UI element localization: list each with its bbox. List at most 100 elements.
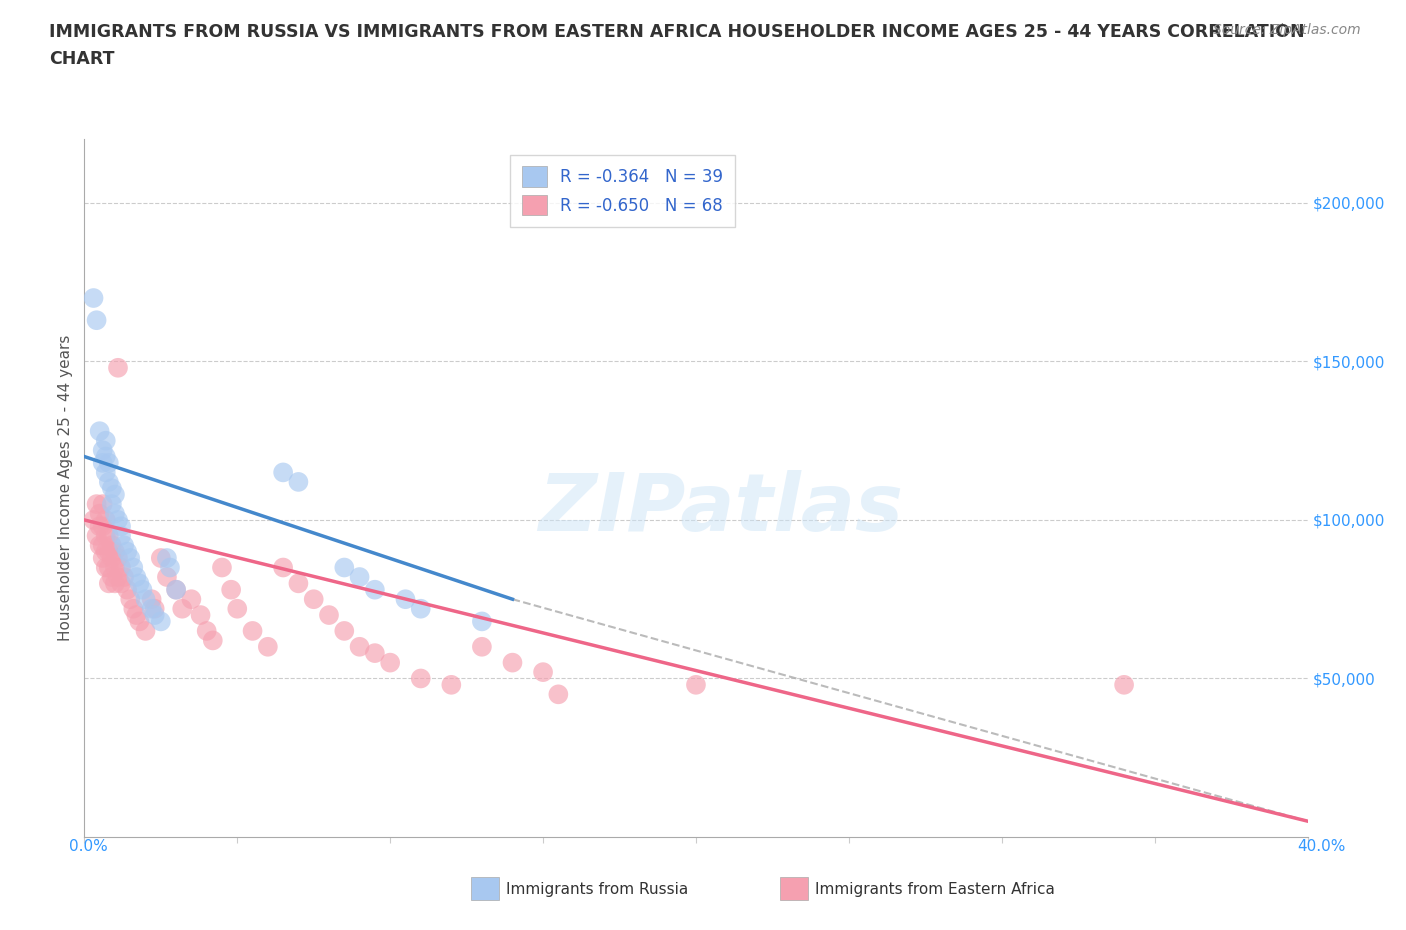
Point xyxy=(91,538,114,552)
Point xyxy=(91,551,114,565)
Text: 0.0%: 0.0% xyxy=(69,839,108,854)
Point xyxy=(122,602,145,617)
Point xyxy=(94,449,117,464)
Point xyxy=(86,528,108,543)
Point xyxy=(271,465,294,480)
Point xyxy=(104,576,127,591)
Point xyxy=(120,551,142,565)
Point xyxy=(107,512,129,527)
Point xyxy=(502,655,524,670)
Point xyxy=(128,614,150,629)
Point xyxy=(409,671,432,686)
Point xyxy=(141,602,163,617)
Point xyxy=(101,481,124,496)
Point xyxy=(287,474,309,489)
Point xyxy=(380,655,402,670)
Point xyxy=(104,544,127,559)
Point xyxy=(83,290,105,305)
Point xyxy=(394,591,416,606)
Point xyxy=(97,560,120,575)
Point xyxy=(302,591,325,606)
Point xyxy=(190,607,212,622)
Point xyxy=(89,538,111,552)
Point xyxy=(104,506,127,521)
Point xyxy=(440,677,463,692)
Point xyxy=(149,551,172,565)
Point xyxy=(135,623,157,638)
Point xyxy=(89,424,111,439)
Point xyxy=(107,360,129,375)
Point xyxy=(94,560,117,575)
Point xyxy=(94,512,117,527)
Point xyxy=(271,560,294,575)
Point xyxy=(159,560,181,575)
Point xyxy=(89,519,111,534)
Point xyxy=(287,576,309,591)
Point xyxy=(101,551,124,565)
Point xyxy=(195,623,218,638)
Point xyxy=(349,569,371,584)
Point xyxy=(91,497,114,512)
Point xyxy=(89,506,111,521)
Point xyxy=(101,569,124,584)
Point xyxy=(219,582,242,597)
Text: Source: ZipAtlas.com: Source: ZipAtlas.com xyxy=(1213,23,1361,37)
Point xyxy=(364,582,387,597)
Point xyxy=(107,569,129,584)
Point xyxy=(149,614,172,629)
Point xyxy=(94,544,117,559)
Point xyxy=(409,602,432,617)
Point xyxy=(110,528,132,543)
Text: Immigrants from Eastern Africa: Immigrants from Eastern Africa xyxy=(815,882,1056,897)
Point xyxy=(125,607,148,622)
Point xyxy=(141,591,163,606)
Point xyxy=(91,443,114,458)
Point xyxy=(257,639,280,654)
Point xyxy=(1114,677,1136,692)
Point xyxy=(242,623,264,638)
Point xyxy=(97,474,120,489)
Point xyxy=(86,312,108,327)
Point xyxy=(86,497,108,512)
Point xyxy=(120,591,142,606)
Point xyxy=(97,544,120,559)
Point xyxy=(122,560,145,575)
Point xyxy=(349,639,371,654)
Point xyxy=(112,569,135,584)
Point xyxy=(172,602,194,617)
Point xyxy=(91,456,114,471)
Point xyxy=(97,528,120,543)
Point xyxy=(135,591,157,606)
Point xyxy=(91,519,114,534)
Point xyxy=(128,576,150,591)
Point xyxy=(180,591,202,606)
Point xyxy=(125,569,148,584)
Point xyxy=(101,538,124,552)
Point xyxy=(97,456,120,471)
Text: Immigrants from Russia: Immigrants from Russia xyxy=(506,882,689,897)
Point xyxy=(143,607,166,622)
Point xyxy=(531,665,554,680)
Point xyxy=(94,528,117,543)
Point xyxy=(112,538,135,552)
Point xyxy=(101,497,124,512)
Point xyxy=(685,677,707,692)
Point xyxy=(104,487,127,502)
Point xyxy=(156,551,179,565)
Point xyxy=(110,576,132,591)
Point xyxy=(165,582,187,597)
Point xyxy=(115,544,138,559)
Point xyxy=(94,433,117,448)
Point xyxy=(471,614,494,629)
Point xyxy=(364,645,387,660)
Text: IMMIGRANTS FROM RUSSIA VS IMMIGRANTS FROM EASTERN AFRICA HOUSEHOLDER INCOME AGES: IMMIGRANTS FROM RUSSIA VS IMMIGRANTS FRO… xyxy=(49,23,1305,68)
Text: ZIPatlas: ZIPatlas xyxy=(538,471,903,548)
Point xyxy=(547,687,569,702)
Point xyxy=(211,560,233,575)
Point xyxy=(318,607,340,622)
Point xyxy=(201,633,224,648)
Text: 40.0%: 40.0% xyxy=(1298,839,1346,854)
Y-axis label: Householder Income Ages 25 - 44 years: Householder Income Ages 25 - 44 years xyxy=(58,335,73,642)
Legend: R = -0.364   N = 39, R = -0.650   N = 68: R = -0.364 N = 39, R = -0.650 N = 68 xyxy=(510,154,735,227)
Point xyxy=(107,551,129,565)
